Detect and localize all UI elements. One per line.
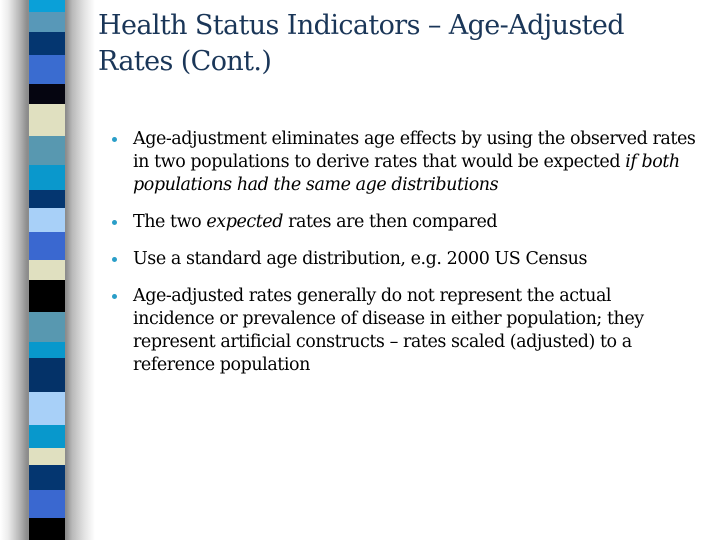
bullet-text: Age-adjustment eliminates age effects by… xyxy=(133,129,696,172)
stripe-band xyxy=(29,358,65,392)
bullet-dot-icon xyxy=(112,220,117,225)
stripe-band xyxy=(29,260,65,280)
stripe-band xyxy=(29,136,65,165)
bullet-item: The two expected rates are then compared xyxy=(112,211,697,234)
stripe-band xyxy=(29,490,65,518)
stripe-band xyxy=(29,104,65,136)
stripe-band xyxy=(29,0,65,12)
stripe-band xyxy=(29,232,65,260)
stripe-band xyxy=(29,32,65,55)
stripe-band xyxy=(29,518,65,540)
stripe-band xyxy=(29,280,65,312)
bullet-dot-icon xyxy=(112,137,117,142)
bullet-item: Age-adjustment eliminates age effects by… xyxy=(112,128,697,197)
bullet-text: Age-adjusted rates generally do not repr… xyxy=(133,286,644,375)
stripe-band xyxy=(29,342,65,358)
bullet-dot-icon xyxy=(112,257,117,262)
stripe-band xyxy=(29,12,65,32)
bullet-dot-icon xyxy=(112,294,117,299)
bullet-item: Age-adjusted rates generally do not repr… xyxy=(112,285,697,377)
stripe-band xyxy=(29,208,65,232)
bullet-text: Use a standard age distribution, e.g. 20… xyxy=(133,249,587,269)
bullet-text-italic: expected xyxy=(206,212,283,232)
stripe-band xyxy=(29,84,65,104)
stripe-band xyxy=(29,465,65,490)
stripe-band xyxy=(29,190,65,208)
stripe-band xyxy=(29,392,65,425)
decorative-color-stripe xyxy=(29,0,65,540)
stripe-band xyxy=(29,165,65,190)
slide-title: Health Status Indicators – Age-Adjusted … xyxy=(98,10,625,77)
stripe-band xyxy=(29,55,65,84)
stripe-band xyxy=(29,312,65,342)
bullet-text-italic: if both populations had the same age dis… xyxy=(133,152,680,195)
bullet-list: Age-adjustment eliminates age effects by… xyxy=(112,128,697,391)
stripe-band xyxy=(29,425,65,448)
bullet-text: rates are then compared xyxy=(282,212,498,232)
decorative-stripe-shadow xyxy=(0,0,95,540)
bullet-item: Use a standard age distribution, e.g. 20… xyxy=(112,248,697,271)
stripe-band xyxy=(29,448,65,465)
bullet-text: The two xyxy=(133,212,207,232)
